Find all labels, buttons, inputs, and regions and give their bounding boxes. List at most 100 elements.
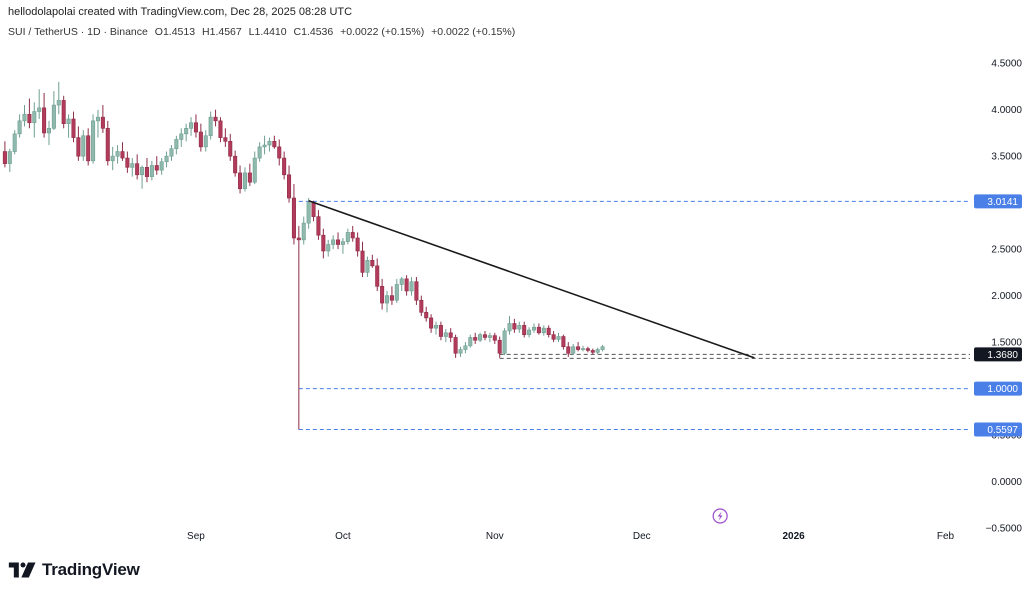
candle-body — [149, 165, 154, 177]
price-scale[interactable]: 4.50004.00003.50003.00002.50002.00001.50… — [970, 40, 1024, 545]
candle-body — [316, 216, 321, 236]
change-value: +0.0022 (+0.15%) — [340, 26, 425, 38]
candle-body — [282, 157, 287, 176]
open-value: O1.4513 — [154, 26, 196, 38]
ohlc-legend: SUI / TetherUS · 1D · Binance O1.4513 H1… — [8, 26, 519, 38]
price-label-text: 3.0141 — [987, 197, 1018, 208]
candle-body — [355, 237, 360, 252]
candle-body — [326, 244, 331, 252]
price-tick-label: 3.5000 — [991, 152, 1022, 163]
candle-body — [17, 120, 22, 135]
candle-body — [497, 339, 502, 354]
candle-body — [561, 336, 566, 348]
time-axis-label: 2026 — [783, 531, 806, 542]
time-axis-label: Oct — [335, 531, 351, 542]
candle-body — [360, 250, 365, 273]
candle-body — [27, 114, 32, 124]
candle-body — [512, 323, 517, 330]
candle-body — [296, 237, 301, 241]
candle-body — [76, 137, 81, 157]
price-label-text: 1.0000 — [987, 384, 1018, 395]
candle-body — [556, 336, 561, 340]
time-axis-label: Dec — [633, 531, 651, 542]
price-label-text: 1.3680 — [987, 350, 1018, 361]
candle-body — [580, 348, 585, 350]
candle-body — [228, 141, 233, 157]
price-tick-label: 2.5000 — [991, 245, 1022, 256]
candle-body — [91, 120, 96, 162]
candle-body — [502, 330, 507, 354]
candle-body — [507, 323, 512, 332]
price-axis[interactable]: 4.50004.00003.50003.00002.50002.00001.50… — [970, 40, 1024, 545]
candle-body — [154, 165, 159, 171]
candle-body — [399, 278, 404, 285]
candle-body — [409, 281, 414, 292]
candle-body — [22, 114, 27, 122]
candle-body — [233, 155, 238, 174]
candle-body — [287, 174, 292, 199]
candle-body — [546, 327, 551, 335]
candle-body — [571, 346, 576, 354]
candle-body — [473, 337, 478, 341]
footer-branding: TradingView — [8, 558, 140, 582]
candle-body — [267, 141, 272, 146]
candle-body — [46, 128, 52, 134]
candle-body — [100, 116, 105, 129]
candle-body — [492, 335, 497, 341]
candle-body — [218, 120, 223, 138]
time-axis-label: Feb — [937, 531, 955, 542]
candle-body — [61, 100, 66, 124]
candle-body — [174, 139, 179, 150]
candle-body — [12, 133, 17, 152]
candle-body — [208, 116, 213, 137]
candle-body — [110, 155, 115, 162]
chart-plot-area[interactable]: Sep Oct Nov Dec 2026 Feb — [0, 40, 970, 545]
candle-body — [336, 239, 341, 245]
candle-body — [120, 151, 125, 159]
price-label-badge — [974, 347, 1022, 362]
price-tick-label: −0.5000 — [986, 524, 1023, 535]
candle-body — [140, 167, 145, 176]
candle-body — [576, 346, 581, 350]
candle-body — [487, 335, 492, 338]
candle-body — [443, 332, 448, 337]
candle-body — [81, 135, 86, 157]
symbol-label[interactable]: SUI / TetherUS · 1D · Binance — [8, 26, 148, 38]
candle-body — [419, 299, 424, 313]
candle-body — [433, 325, 439, 329]
candle-body — [193, 122, 198, 133]
tradingview-logo-icon — [8, 562, 36, 578]
price-label-badge — [974, 194, 1022, 209]
time-axis-label: Sep — [187, 531, 205, 542]
candle-body — [86, 135, 91, 162]
candle-body — [179, 133, 184, 140]
candle-body — [394, 284, 399, 301]
candle-body — [306, 202, 311, 224]
candle-body — [429, 317, 434, 329]
candle-body — [438, 325, 443, 337]
candle-body — [71, 118, 76, 138]
candle-body — [242, 172, 247, 190]
candle-body — [223, 137, 228, 142]
lightning-icon — [717, 511, 723, 521]
candlestick-chart[interactable]: Sep Oct Nov Dec 2026 Feb — [0, 40, 970, 545]
candle-body — [517, 325, 522, 330]
candle-body — [159, 161, 164, 171]
descending-trendline — [308, 200, 755, 359]
candle-body — [184, 128, 189, 135]
candle-body — [468, 337, 473, 347]
price-label-badge — [974, 381, 1022, 396]
candle-body — [262, 144, 267, 148]
candle-body — [213, 116, 218, 122]
change-value-2: +0.0022 (+0.15%) — [431, 26, 516, 38]
candle-body — [252, 157, 257, 183]
candle-body — [389, 295, 394, 301]
candle-body — [424, 312, 429, 319]
time-axis-label: Nov — [486, 531, 504, 542]
candle-body — [51, 104, 56, 129]
candle-body — [458, 349, 463, 354]
candle-body — [566, 346, 571, 354]
candle-body — [164, 155, 169, 163]
candle-body — [56, 100, 61, 106]
close-value: C1.4536 — [293, 26, 334, 38]
